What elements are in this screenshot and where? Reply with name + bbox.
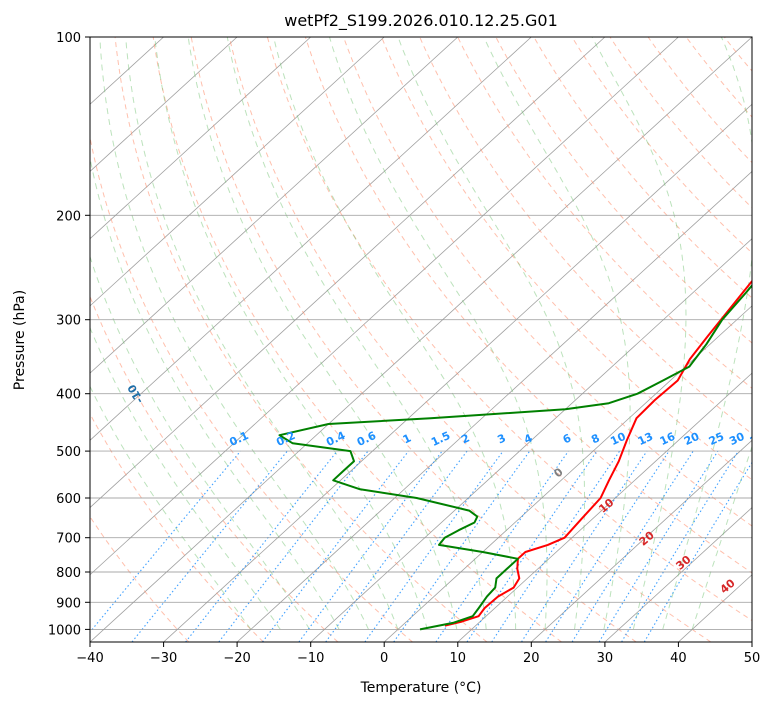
mixing-ratio-line bbox=[466, 450, 598, 642]
dry-adiabat-line bbox=[90, 412, 264, 642]
dry-adiabat-line bbox=[609, 37, 752, 209]
mixing-ratio-line bbox=[571, 450, 694, 642]
isotherm-line bbox=[531, 439, 752, 642]
y-tick-label: 900 bbox=[56, 596, 81, 611]
mixing-ratio-label: 30 bbox=[727, 430, 747, 448]
isotherm-line bbox=[90, 37, 606, 509]
x-tick-label: −40 bbox=[76, 651, 103, 666]
isotherm-line bbox=[457, 372, 752, 642]
mixing-ratio-line bbox=[598, 450, 719, 642]
dry-adiabat-line bbox=[190, 37, 637, 642]
y-axis-label: Pressure (hPa) bbox=[12, 290, 28, 390]
mixing-ratio-label: 13 bbox=[636, 430, 655, 448]
mixing-ratio-line bbox=[545, 450, 670, 642]
mixing-ratio-line bbox=[131, 450, 288, 642]
dry-adiabat-line bbox=[533, 37, 752, 299]
dry-adiabat-line bbox=[114, 37, 488, 642]
isotherm-line bbox=[90, 37, 238, 172]
mixing-ratio-line bbox=[218, 450, 369, 642]
mixing-ratio-label: 10 bbox=[608, 430, 628, 448]
moist-adiabat-line bbox=[273, 37, 517, 630]
dry-adiabat-line bbox=[647, 37, 752, 164]
isotherm-line bbox=[90, 37, 752, 642]
x-tick-label: −10 bbox=[297, 651, 324, 666]
mixing-ratio-line bbox=[435, 450, 569, 642]
y-tick-label: 500 bbox=[56, 445, 81, 460]
y-tick-label: 700 bbox=[56, 532, 81, 547]
isotherm-line bbox=[90, 37, 532, 441]
y-tick-label: 200 bbox=[56, 209, 81, 224]
isotherm-line bbox=[236, 170, 752, 642]
y-tick-label: 600 bbox=[56, 492, 81, 507]
isotherm-line bbox=[310, 238, 752, 642]
x-tick-label: −30 bbox=[150, 651, 177, 666]
x-tick-label: 50 bbox=[744, 651, 761, 666]
x-tick-label: 40 bbox=[670, 651, 687, 666]
mixing-ratio-line bbox=[393, 450, 531, 642]
isotherm-line bbox=[90, 37, 385, 307]
y-tick-label: 300 bbox=[56, 314, 81, 329]
dry-adiabat-line bbox=[381, 37, 752, 481]
x-tick-label: −20 bbox=[223, 651, 250, 666]
moist-adiabat-line bbox=[483, 37, 631, 630]
y-tick-label: 800 bbox=[56, 566, 81, 581]
dry-adiabat-line bbox=[266, 37, 752, 622]
dry-adiabat-line bbox=[90, 515, 190, 642]
dry-adiabat-line bbox=[304, 37, 752, 574]
dry-adiabat-line bbox=[495, 37, 752, 344]
profile-series bbox=[278, 279, 752, 631]
mixing-ratio-label: 25 bbox=[707, 430, 726, 448]
dry-adiabat-line bbox=[228, 37, 712, 642]
moist-adiabat-line bbox=[90, 155, 340, 630]
mixing-ratio-line bbox=[185, 450, 338, 642]
mixing-ratio-label: 36 bbox=[748, 430, 768, 448]
dewpoint-profile-line bbox=[278, 283, 752, 631]
x-tick-label: 10 bbox=[450, 651, 467, 666]
moist-adiabat-line bbox=[90, 385, 252, 630]
isotherm-line bbox=[90, 37, 679, 576]
x-tick-label: 0 bbox=[380, 651, 388, 666]
dry-adiabat-line bbox=[152, 37, 562, 642]
isotherm-line bbox=[163, 103, 752, 642]
y-tick-label: 100 bbox=[56, 31, 81, 46]
moist-adiabat-line bbox=[691, 445, 752, 630]
y-tick-label: 400 bbox=[56, 388, 81, 403]
dry-adiabat-line bbox=[90, 135, 413, 642]
moist-adiabat-line bbox=[125, 37, 399, 630]
x-tick-label: 30 bbox=[597, 651, 614, 666]
moist-adiabat-line bbox=[154, 37, 428, 630]
isotherm-line bbox=[604, 507, 752, 642]
mixing-ratio-label: 16 bbox=[658, 430, 678, 448]
moist-adiabat-line bbox=[90, 255, 311, 630]
y-tick-label: 1000 bbox=[48, 623, 81, 638]
background-lines bbox=[90, 37, 752, 642]
mixing-ratio-line bbox=[364, 450, 504, 642]
mixing-ratio-line bbox=[90, 450, 241, 633]
mixing-ratio-line bbox=[621, 450, 739, 642]
moist-adiabat-line bbox=[328, 37, 548, 630]
x-axis-ticks: −40 −30 −20 −10 0 10 20 30 40 50 bbox=[76, 642, 760, 666]
mixing-ratio-label: 20 bbox=[682, 430, 702, 448]
dry-adiabat-line bbox=[571, 37, 752, 254]
mixing-ratio-line bbox=[262, 450, 409, 642]
x-axis-label: Temperature (°C) bbox=[360, 680, 482, 696]
moist-adiabat-line bbox=[591, 37, 687, 630]
moist-adiabat-line bbox=[187, 37, 458, 630]
moist-adiabat-line bbox=[397, 37, 586, 630]
isotherm-line bbox=[90, 37, 459, 374]
y-axis-ticks: 100 200 300 400 500 600 700 800 900 1000 bbox=[48, 31, 90, 638]
isotherm-line bbox=[90, 37, 311, 240]
mixing-ratio-line bbox=[643, 461, 752, 642]
moist-adiabat-line bbox=[99, 37, 369, 630]
temperature-profile-line bbox=[444, 279, 752, 627]
plot-frame bbox=[89, 36, 753, 643]
isotherm-line bbox=[383, 305, 752, 642]
dry-adiabat-line bbox=[90, 295, 339, 642]
chart-title: wetPf2_S199.2026.010.12.25.G01 bbox=[284, 11, 558, 31]
x-tick-label: 20 bbox=[523, 651, 540, 666]
moist-adiabat-line bbox=[90, 326, 281, 630]
